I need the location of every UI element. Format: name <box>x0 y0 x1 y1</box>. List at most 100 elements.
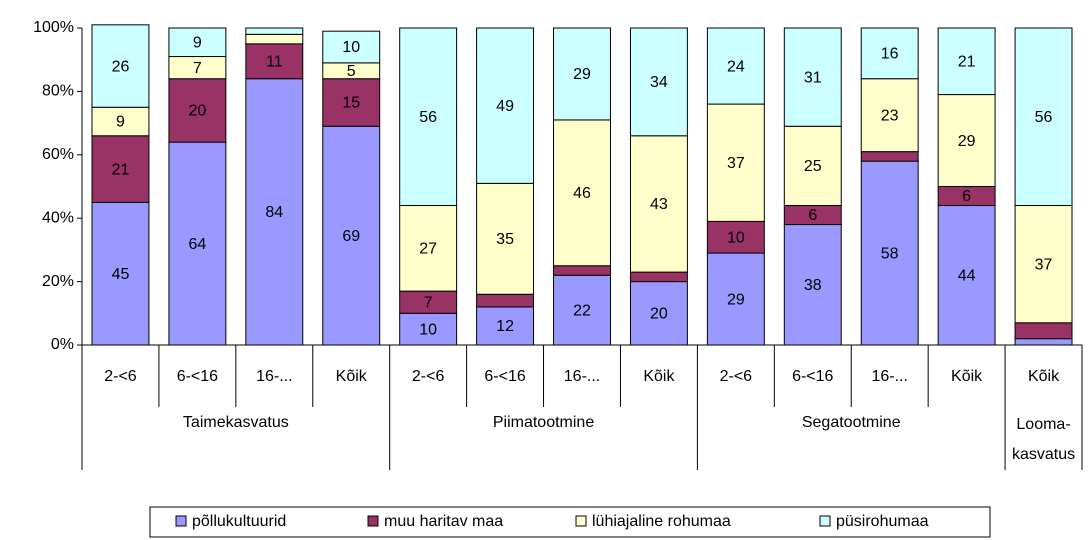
data-label: 34 <box>650 74 668 91</box>
x-tick-label: Kõik <box>1028 368 1060 385</box>
bar-segment <box>860 151 919 162</box>
bar-segment <box>860 78 919 153</box>
y-tick-label: 100% <box>33 19 74 36</box>
bar-segment <box>937 27 996 96</box>
data-label: 10 <box>419 321 437 338</box>
bar-segment <box>322 125 381 346</box>
x-tick-label: 16-... <box>256 368 292 385</box>
bar-segment <box>476 27 535 184</box>
legend-swatch <box>819 515 831 527</box>
x-tick-label: Kõik <box>643 368 675 385</box>
bar-segment <box>706 220 765 254</box>
data-label: 64 <box>188 236 206 253</box>
bar-segment <box>91 106 150 137</box>
data-label: 7 <box>424 294 433 311</box>
data-label: 29 <box>727 291 745 308</box>
bar-segment <box>706 27 765 105</box>
legend-swatch <box>367 515 379 527</box>
bar-segment <box>245 78 304 346</box>
data-label: 16 <box>881 46 899 63</box>
bar-segment <box>91 24 150 108</box>
bar-segment <box>399 312 458 346</box>
data-label: 56 <box>419 109 437 126</box>
bar-segment <box>629 281 688 346</box>
x-tick-label: 6-<16 <box>792 368 833 385</box>
legend-swatch <box>575 515 587 527</box>
data-label: 9 <box>116 114 125 131</box>
data-label: 22 <box>573 302 591 319</box>
data-label: 37 <box>727 155 745 172</box>
bar-segment <box>322 78 381 127</box>
bar-segment <box>91 135 150 203</box>
data-label: 46 <box>573 185 591 202</box>
data-label: 9 <box>193 34 202 51</box>
x-tick-label: Kõik <box>951 368 983 385</box>
bar-segment <box>937 205 996 346</box>
data-label: 29 <box>573 66 591 83</box>
bar-segment <box>553 119 611 267</box>
bar-segment <box>91 201 150 346</box>
legend-label: püsirohumaa <box>836 513 929 530</box>
data-label: 21 <box>958 54 976 71</box>
data-label: 10 <box>342 39 360 56</box>
x-tick-label: 6-<16 <box>177 368 218 385</box>
data-label: 26 <box>112 58 130 75</box>
data-label: 6 <box>808 207 817 224</box>
x-tick-label: 6-<16 <box>484 368 525 385</box>
x-tick-label: 2-<6 <box>104 368 137 385</box>
bar-segment <box>399 27 458 207</box>
data-label: 12 <box>496 318 514 335</box>
legend-box <box>149 506 991 538</box>
data-label: 84 <box>265 204 283 221</box>
bar-segment <box>783 224 842 346</box>
bar-segment <box>476 182 535 295</box>
bar-segment <box>1014 27 1073 207</box>
bar-segment <box>168 141 227 346</box>
legend-label: põllukultuurid <box>192 513 286 530</box>
data-label: 5 <box>347 63 356 80</box>
data-label: 6 <box>962 188 971 205</box>
data-label: 21 <box>112 161 130 178</box>
x-tick-label: 16-... <box>871 368 907 385</box>
data-label: 45 <box>112 266 130 283</box>
data-label: 38 <box>804 277 822 294</box>
x-tick-label: 2-<6 <box>412 368 445 385</box>
bar-segment <box>168 27 227 58</box>
bar-segment <box>937 94 996 187</box>
bar-segment <box>629 135 688 273</box>
bar-segment <box>245 33 304 45</box>
bar-segment <box>629 27 688 137</box>
bar-segment <box>783 27 842 127</box>
bar-segment <box>168 78 227 143</box>
bar-segment <box>1014 205 1073 324</box>
y-tick-label: 40% <box>42 209 74 226</box>
bar-segment <box>553 274 611 346</box>
bar-segment <box>706 103 765 222</box>
group-label: Taimekasvatus <box>183 414 289 431</box>
data-label: 69 <box>342 228 360 245</box>
bar-segment <box>553 27 611 121</box>
bar-segment <box>322 30 381 64</box>
bar-segment <box>1014 322 1073 340</box>
group-label: Looma- <box>1016 416 1070 433</box>
group-label: kasvatus <box>1012 446 1075 463</box>
data-label: 49 <box>496 98 514 115</box>
data-label: 43 <box>650 196 668 213</box>
data-label: 56 <box>1035 109 1053 126</box>
data-label: 24 <box>727 58 745 75</box>
bar-segment <box>399 205 458 292</box>
data-label: 15 <box>342 95 360 112</box>
y-tick-label: 20% <box>42 273 74 290</box>
data-label: 31 <box>804 69 822 86</box>
bar-segment <box>783 125 842 207</box>
data-label: 25 <box>804 158 822 175</box>
data-label: 20 <box>650 306 668 323</box>
bar-segment <box>629 271 688 283</box>
data-label: 29 <box>958 133 976 150</box>
legend-swatch <box>175 515 187 527</box>
data-label: 11 <box>266 54 283 71</box>
y-tick-label: 0% <box>51 336 74 353</box>
x-tick-label: Kõik <box>336 368 368 385</box>
legend-label: lühiajaline rohumaa <box>592 513 731 530</box>
